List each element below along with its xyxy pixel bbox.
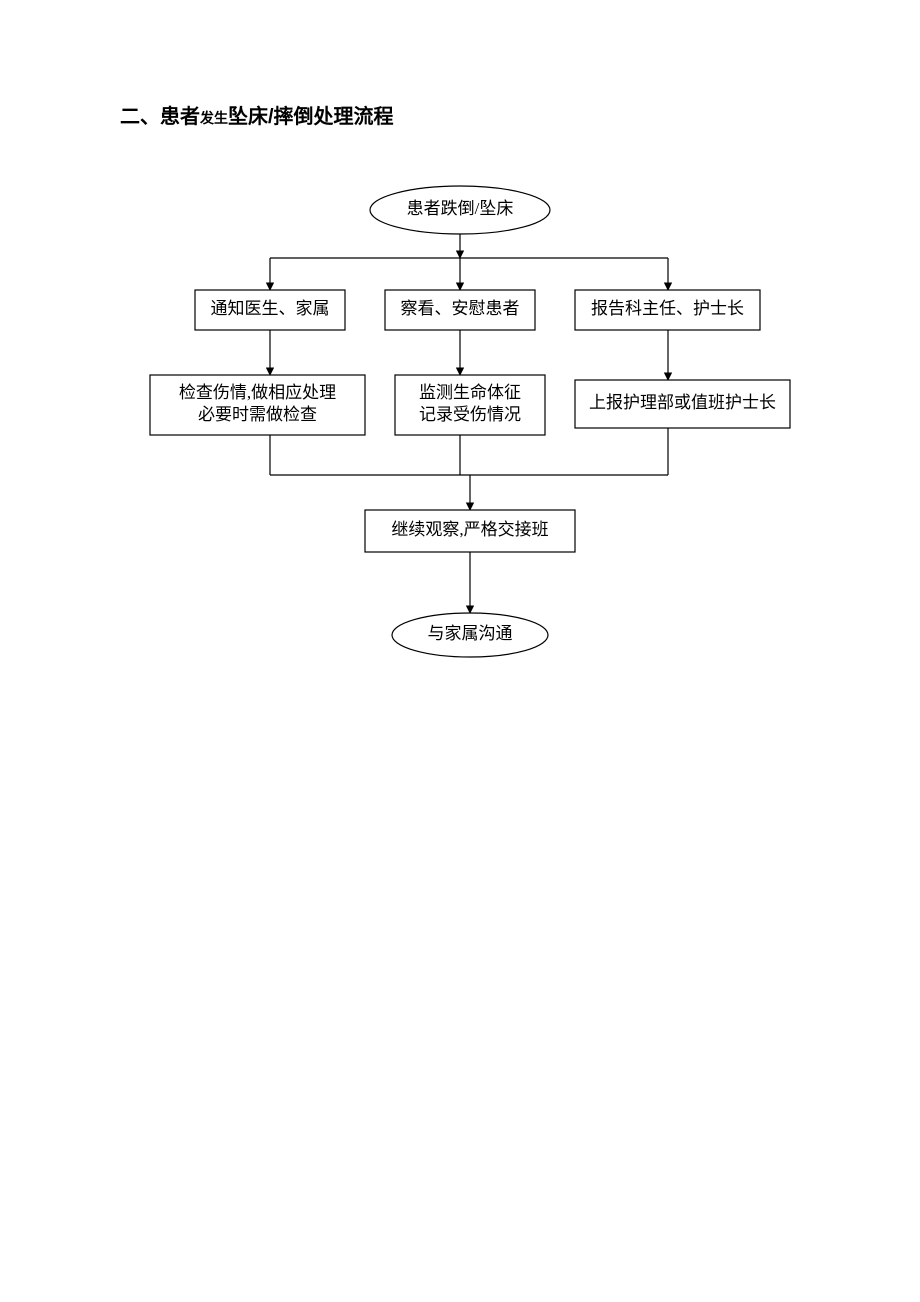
node-label: 通知医生、家属 <box>211 299 330 318</box>
node-b2: 监测生命体征记录受伤情况 <box>395 375 545 435</box>
node-label: 察看、安慰患者 <box>401 299 520 318</box>
node-label: 与家属沟通 <box>428 624 513 643</box>
node-a1: 通知医生、家属 <box>195 290 345 330</box>
node-start: 患者跌倒/坠床 <box>370 186 550 234</box>
node-a2: 察看、安慰患者 <box>385 290 535 330</box>
node-label: 记录受伤情况 <box>419 405 521 424</box>
node-label: 报告科主任、护士长 <box>591 299 744 318</box>
node-b1: 检查伤情,做相应处理必要时需做检查 <box>150 375 365 435</box>
node-c: 继续观察,严格交接班 <box>365 510 575 552</box>
node-label: 监测生命体征 <box>419 383 521 402</box>
flowchart: 患者跌倒/坠床通知医生、家属 察看、安慰患者 报告科主任、护士长检查伤情,做相应处理… <box>0 0 920 1302</box>
node-label: 上报护理部或值班护士长 <box>589 393 776 412</box>
node-label: 继续观察,严格交接班 <box>391 520 548 539</box>
node-label: 患者跌倒/坠床 <box>407 199 514 218</box>
node-end: 与家属沟通 <box>392 613 548 657</box>
node-a3: 报告科主任、护士长 <box>575 290 760 330</box>
node-b3: 上报护理部或值班护士长 <box>575 380 790 428</box>
page: 二、患者发生坠床/摔倒处理流程 患者跌倒/坠床通知医生、家属察看、安慰患者报告科… <box>0 0 920 1302</box>
node-label: 必要时需做检查 <box>198 405 317 424</box>
node-label: 检查伤情,做相应处理 <box>179 383 336 402</box>
